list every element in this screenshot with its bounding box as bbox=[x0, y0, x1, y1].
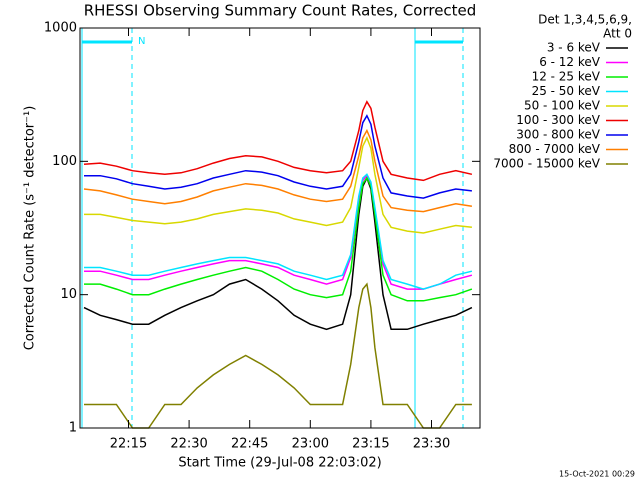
plot bbox=[83, 100, 473, 429]
legend-label: 300 - 800 keV bbox=[516, 128, 600, 142]
series-line bbox=[83, 100, 473, 182]
x-tick-label: 23:30 bbox=[413, 437, 450, 452]
x-tick-label: 23:15 bbox=[352, 437, 389, 452]
legend-label: 50 - 100 keV bbox=[524, 99, 601, 113]
footer: 15-Oct-2021 00:29 bbox=[559, 470, 635, 479]
series-line bbox=[84, 176, 473, 302]
legend-label: 25 - 50 keV bbox=[532, 84, 601, 98]
y-tick-label: 1 bbox=[69, 421, 77, 436]
series-line bbox=[84, 282, 472, 429]
series-line bbox=[84, 114, 472, 199]
y-tick-label: 100 bbox=[52, 154, 77, 169]
y-tick-label: 10 bbox=[60, 287, 77, 302]
legend-label: 3 - 6 keV bbox=[547, 41, 601, 55]
legend-label: 100 - 300 keV bbox=[516, 113, 600, 127]
x-tick-label: 22:45 bbox=[231, 437, 268, 452]
legend-label: 800 - 7000 keV bbox=[509, 142, 601, 156]
x-tick-label: 22:30 bbox=[170, 437, 207, 452]
x-tick-label: 23:00 bbox=[292, 437, 329, 452]
x-axis-label: Start Time (29-Jul-08 22:03:02) bbox=[178, 456, 381, 471]
annotation: N bbox=[138, 36, 145, 47]
x-tick-label: 22:15 bbox=[110, 437, 147, 452]
markers bbox=[81, 28, 464, 428]
series-line bbox=[84, 173, 473, 290]
legend-label: 7000 - 15000 keV bbox=[493, 157, 600, 171]
legend-title: Det 1,3,4,5,6,9, bbox=[538, 13, 632, 27]
chart-title: RHESSI Observing Summary Count Rates, Co… bbox=[84, 2, 477, 20]
legend-label: 6 - 12 keV bbox=[539, 55, 601, 69]
legend-label: 12 - 25 keV bbox=[532, 70, 601, 84]
series-line bbox=[83, 176, 473, 331]
y-axis-label: Corrected Count Rate (s⁻¹ detector⁻¹) bbox=[23, 106, 38, 351]
y-tick-label: 1000 bbox=[44, 21, 77, 36]
legend-title: Att 0 bbox=[603, 27, 632, 41]
series-line bbox=[84, 136, 472, 234]
series-line bbox=[83, 128, 473, 213]
series-line bbox=[84, 174, 473, 290]
plot-frame bbox=[79, 27, 481, 429]
